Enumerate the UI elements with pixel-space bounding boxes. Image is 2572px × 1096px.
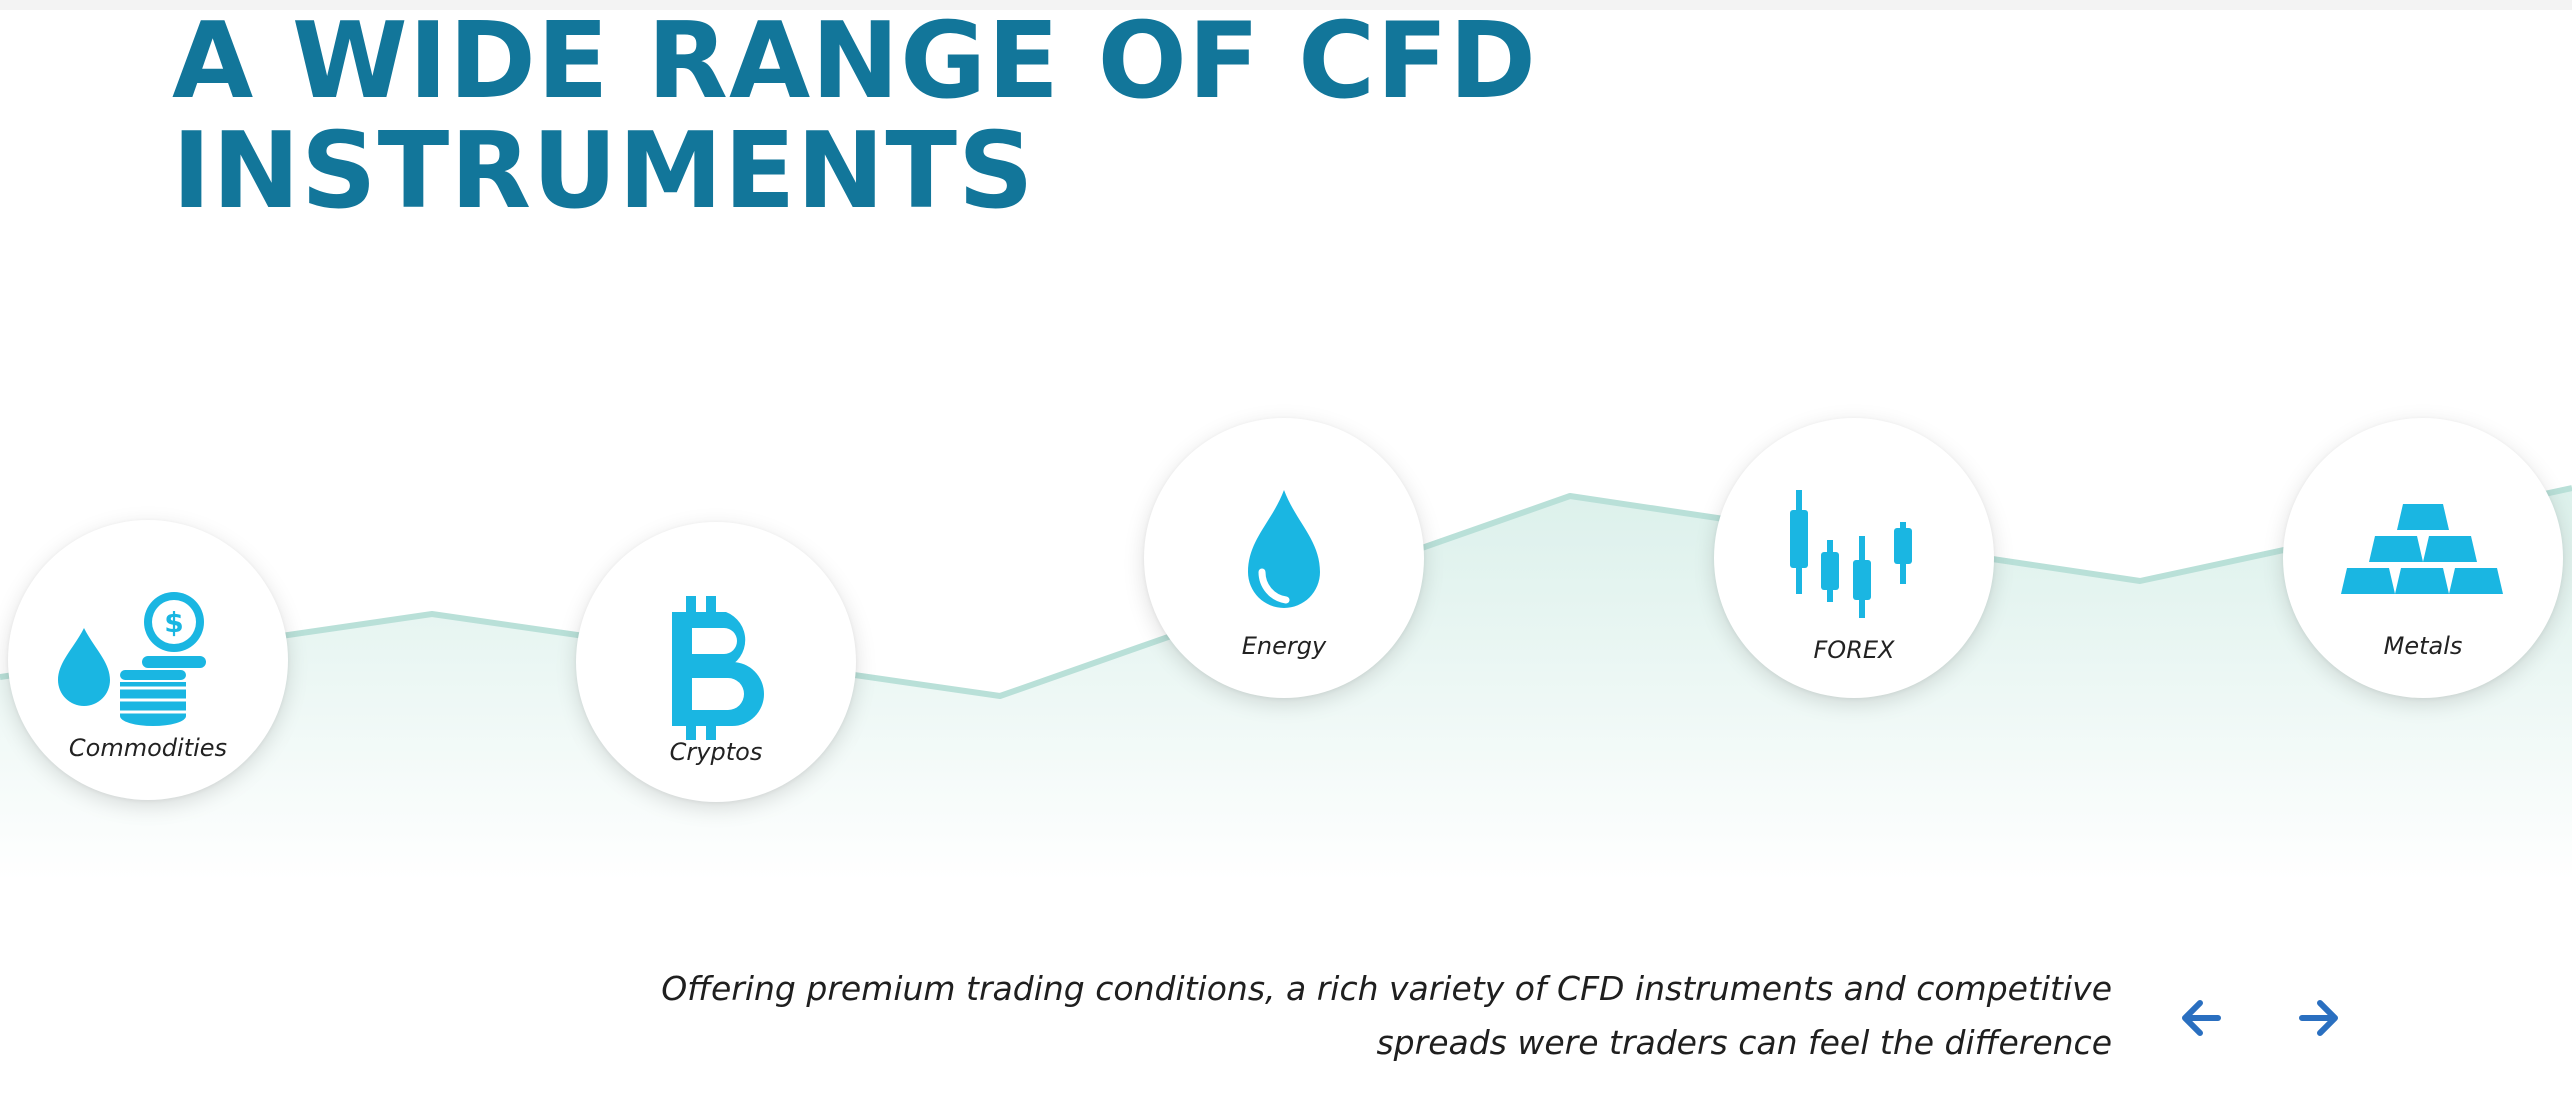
arrow-left-icon	[2182, 1000, 2221, 1036]
top-bar	[0, 0, 2572, 10]
tagline: Offering premium trading conditions, a r…	[612, 962, 2112, 1070]
tagline-line-1: Offering premium trading conditions, a r…	[661, 969, 2112, 1008]
instrument-label-forex: FOREX	[1813, 636, 1895, 664]
instrument-card-commodities[interactable]: $ Commodities	[8, 520, 288, 800]
tagline-line-2: spreads were traders can feel the differ…	[1376, 1023, 2112, 1062]
bitcoin-icon	[672, 596, 764, 740]
carousel-next-button[interactable]	[2290, 990, 2346, 1046]
instrument-card-forex[interactable]: FOREX	[1714, 418, 1994, 698]
instrument-label-energy: Energy	[1241, 632, 1327, 660]
carousel-prev-button[interactable]	[2174, 990, 2230, 1046]
instrument-label-cryptos: Cryptos	[669, 738, 763, 766]
oil-drop-icon	[1248, 490, 1320, 608]
instrument-card-cryptos[interactable]: Cryptos	[576, 522, 856, 802]
svg-text:$: $	[164, 606, 183, 639]
page-title-line-2: INSTRUMENTS	[172, 110, 1035, 232]
instrument-card-metals[interactable]: Metals	[2283, 418, 2563, 698]
gold-bars-icon	[2341, 504, 2503, 594]
instrument-label-commodities: Commodities	[68, 734, 228, 762]
candlestick-chart-icon	[1790, 490, 1912, 618]
oil-drop-coins-icon: $	[58, 592, 206, 726]
page-title: A WIDE RANGE OF CFD INSTRUMENTS	[172, 6, 1537, 226]
instrument-label-metals: Metals	[2383, 632, 2463, 660]
instrument-card-energy[interactable]: Energy	[1144, 418, 1424, 698]
arrow-right-icon	[2299, 1000, 2338, 1036]
page-title-line-1: A WIDE RANGE OF CFD	[172, 0, 1538, 122]
